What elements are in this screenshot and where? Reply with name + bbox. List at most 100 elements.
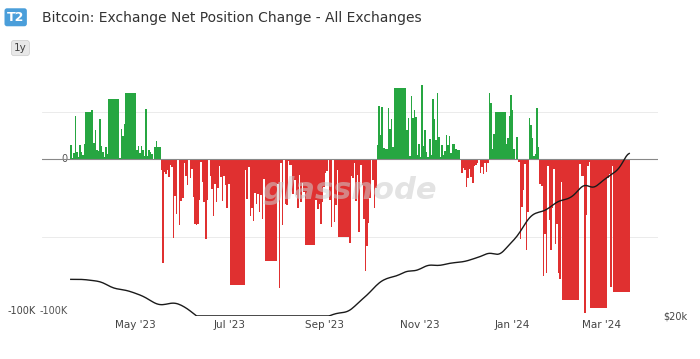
Bar (532, 138, 533, 159)
Bar (323, 159, 325, 187)
Bar (348, 159, 349, 237)
Bar (391, 119, 392, 159)
Bar (286, 159, 288, 205)
Bar (312, 159, 314, 245)
Bar (245, 159, 246, 169)
Bar (416, 155, 419, 159)
Bar (289, 159, 291, 165)
Bar (366, 159, 368, 246)
Bar (388, 108, 389, 159)
Bar (295, 159, 297, 195)
Bar (118, 99, 119, 159)
Bar (527, 159, 528, 212)
Bar (326, 159, 328, 171)
Text: glassnode: glassnode (262, 176, 438, 205)
Bar (232, 159, 234, 285)
Bar (304, 159, 307, 245)
Bar (191, 159, 193, 169)
Bar (504, 112, 505, 159)
Bar (397, 88, 398, 159)
Bar (377, 145, 379, 159)
Bar (576, 159, 578, 300)
Bar (375, 159, 377, 188)
Bar (314, 159, 316, 245)
Text: 0: 0 (62, 154, 68, 164)
Bar (461, 159, 463, 173)
Bar (584, 159, 585, 313)
Bar (420, 157, 421, 159)
Bar (547, 159, 549, 166)
Bar (496, 112, 498, 159)
Bar (536, 108, 538, 159)
Bar (421, 85, 423, 159)
Bar (389, 129, 391, 159)
Bar (217, 159, 219, 188)
Bar (320, 159, 321, 224)
Bar (559, 159, 561, 279)
Bar (613, 159, 615, 292)
Bar (334, 159, 335, 222)
Bar (477, 159, 478, 163)
Bar (424, 130, 426, 159)
Bar (132, 93, 133, 159)
Bar (254, 159, 256, 194)
Bar (357, 159, 358, 174)
Bar (344, 159, 346, 237)
Bar (299, 159, 300, 175)
Bar (335, 159, 337, 205)
Bar (409, 155, 411, 159)
Bar (285, 159, 286, 204)
Bar (206, 159, 208, 200)
Bar (107, 154, 108, 159)
Bar (541, 159, 542, 186)
Bar (284, 159, 285, 160)
Bar (349, 159, 351, 243)
Bar (590, 159, 592, 308)
Bar (372, 159, 374, 180)
Bar (603, 159, 604, 308)
Bar (76, 152, 78, 159)
Bar (241, 159, 244, 285)
Bar (300, 159, 302, 202)
Bar (220, 159, 222, 177)
Bar (552, 159, 553, 208)
Bar (616, 159, 617, 292)
Bar (214, 159, 216, 184)
Bar (401, 88, 403, 159)
Bar (230, 159, 231, 285)
Bar (251, 159, 253, 208)
Bar (517, 137, 518, 159)
Bar (80, 152, 83, 159)
Bar (120, 129, 122, 159)
Bar (426, 153, 428, 159)
Bar (361, 159, 363, 185)
Bar (70, 145, 71, 159)
Bar (291, 159, 293, 165)
Bar (108, 99, 110, 159)
Bar (533, 156, 535, 159)
Bar (316, 159, 317, 200)
Bar (176, 159, 177, 214)
Bar (526, 159, 527, 250)
Bar (124, 124, 125, 159)
Bar (487, 159, 489, 163)
Bar (280, 159, 281, 163)
Bar (627, 159, 629, 292)
Bar (78, 157, 79, 159)
Bar (185, 159, 187, 176)
Text: 1y: 1y (14, 43, 27, 53)
Bar (340, 159, 342, 237)
Bar (456, 150, 459, 159)
Bar (71, 158, 73, 159)
Bar (494, 134, 495, 159)
Bar (624, 159, 625, 292)
Bar (437, 93, 438, 159)
Bar (79, 145, 81, 159)
Bar (259, 159, 260, 212)
Bar (288, 159, 289, 161)
Bar (222, 159, 223, 201)
Bar (147, 156, 148, 159)
Bar (321, 159, 323, 201)
Bar (94, 130, 96, 159)
Bar (498, 112, 500, 159)
